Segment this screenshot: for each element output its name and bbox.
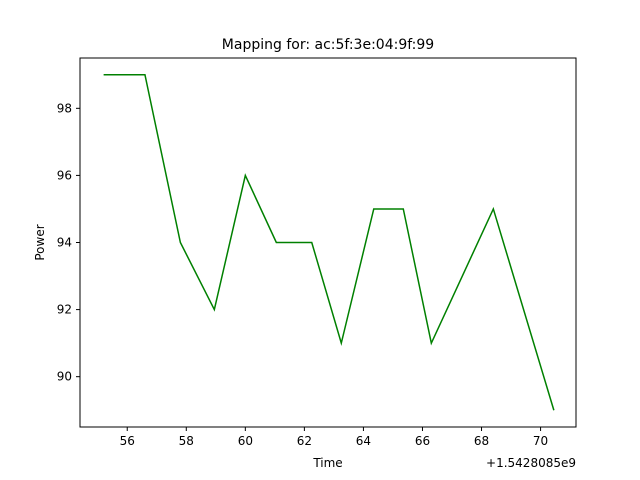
y-axis-ticks: 90 92 94 96 98 (57, 101, 80, 384)
x-tick-label: 60 (238, 434, 253, 448)
y-axis-label: Power (33, 224, 47, 260)
x-tick-label: 56 (120, 434, 135, 448)
x-tick-label: 66 (415, 434, 430, 448)
y-tick-label: 96 (57, 168, 72, 182)
x-axis-label: Time (312, 456, 342, 470)
y-tick-label: 94 (57, 236, 72, 250)
series-layer (103, 74, 555, 411)
x-tick-label: 58 (179, 434, 194, 448)
x-tick-label: 68 (474, 434, 489, 448)
chart-title: Mapping for: ac:5f:3e:04:9f:99 (222, 37, 434, 53)
y-tick-label: 92 (57, 303, 72, 317)
x-axis-ticks: 56 58 60 62 64 66 68 70 (120, 427, 548, 448)
x-axis-offset-label: +1.5428085e9 (486, 456, 576, 470)
y-tick-label: 90 (57, 370, 72, 384)
plot-area (80, 58, 576, 427)
x-tick-label: 62 (297, 434, 312, 448)
x-tick-label: 64 (356, 434, 371, 448)
series-line-0 (103, 74, 555, 411)
y-tick-label: 98 (57, 101, 72, 115)
x-tick-label: 70 (533, 434, 548, 448)
